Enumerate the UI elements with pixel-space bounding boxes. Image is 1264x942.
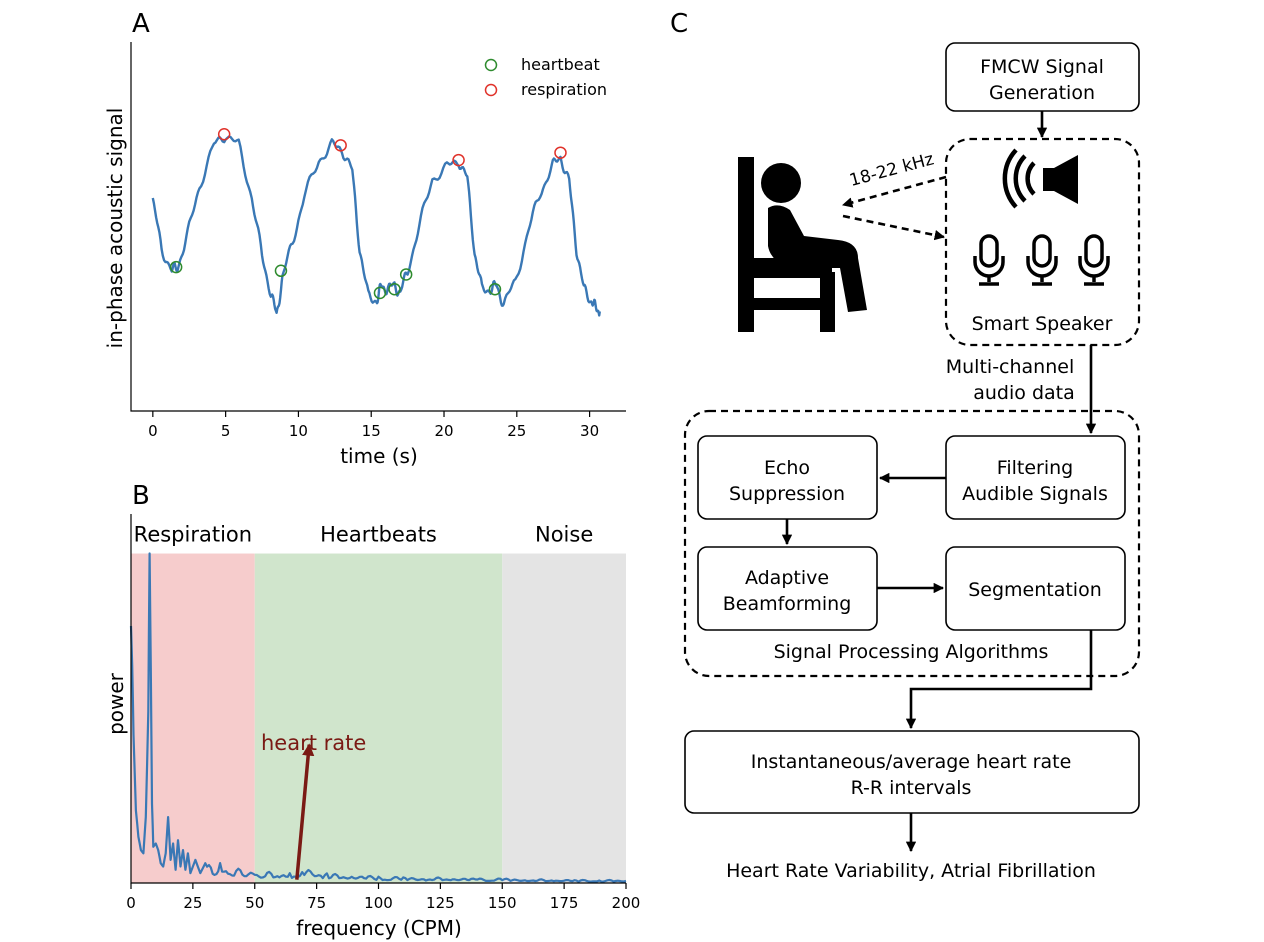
chart-b-bands: Respiration Heartbeats Noise: [131, 523, 626, 883]
chart-b-x-tick-label: 50: [245, 894, 264, 912]
chart-b-x-tick-label: 75: [307, 894, 326, 912]
chart-a-x-axis-label: time (s): [340, 444, 418, 468]
echo-arrow: [842, 214, 946, 241]
band-heartbeats: [254, 553, 503, 883]
output-label-line2: R-R intervals: [851, 777, 972, 799]
chart-b-x-tick-label: 175: [550, 894, 579, 912]
chart-a-y-axis-label: in-phase acoustic signal: [103, 108, 127, 349]
chart-b-x-tick-label: 100: [364, 894, 393, 912]
chart-b-x-tick-label: 200: [612, 894, 641, 912]
signal-processing-label: Signal Processing Algorithms: [774, 641, 1049, 663]
panel-label-c: C: [670, 9, 688, 39]
band-label-noise: Noise: [535, 523, 593, 547]
panel-label-a: A: [132, 9, 150, 39]
legend-heartbeat-label: heartbeat: [521, 55, 600, 74]
fmcw-label-line1: FMCW Signal: [980, 56, 1104, 78]
segmentation-to-output-arrow: [905, 630, 1093, 730]
fmcw-label-line2: Generation: [989, 82, 1095, 104]
panel-a: A 0 5 10 15 20 25 30 time (s) in-phase acousti…: [103, 9, 626, 468]
beamforming-label-line1: Adaptive: [745, 567, 829, 589]
chart-b-x-tick-label: 150: [488, 894, 517, 912]
segmentation-box: [945, 546, 1126, 631]
chart-b-x-ticks: 0 25 50 75 100 125 150 175 200: [126, 883, 640, 912]
chart-b-x-tick-label: 0: [126, 894, 136, 912]
heart-rate-annotation: heart rate: [261, 731, 366, 755]
chart-a-x-tick-label: 15: [362, 422, 381, 440]
chart-b-x-tick-label: 125: [426, 894, 455, 912]
legend-heartbeat-marker: [484, 58, 498, 72]
echo-label-line2: Suppression: [729, 483, 845, 505]
band-noise: [502, 553, 626, 883]
heartbeat-marker: [388, 282, 401, 296]
emit-arrow: [841, 175, 947, 208]
chart-a-series-line: [151, 135, 601, 317]
panel-b: B Respiration Heartbeats Noise 0 25 50 75 100 1…: [104, 481, 640, 940]
chart-a-x-tick-label: 20: [434, 422, 453, 440]
respiration-marker: [217, 128, 231, 141]
panel-label-b: B: [132, 481, 150, 511]
respiration-marker: [554, 146, 567, 159]
chart-a-x-tick-label: 5: [221, 422, 231, 440]
speaker-icon: [1002, 148, 1078, 209]
heartbeat-marker: [373, 286, 387, 300]
chart-a-x-tick-label: 0: [148, 422, 158, 440]
heartbeat-marker: [488, 282, 502, 296]
chart-b-series-line: [129, 552, 627, 883]
heartbeat-marker: [274, 264, 288, 278]
band-label-respiration: Respiration: [134, 523, 252, 547]
multichannel-label-line2: audio data: [973, 382, 1075, 404]
multichannel-label-line1: Multi-channel: [946, 356, 1074, 378]
respiration-marker: [452, 153, 465, 167]
microphone-icon: [1026, 234, 1058, 286]
chart-a-legend: heartbeat respiration: [484, 55, 607, 99]
heart-rate-arrow: [295, 743, 315, 880]
smart-speaker-label: Smart Speaker: [972, 313, 1113, 335]
chart-a-x-tick-label: 30: [580, 422, 599, 440]
respiration-marker: [334, 139, 347, 152]
echo-label-line1: Echo: [764, 457, 810, 479]
segmentation-label: Segmentation: [968, 579, 1102, 601]
microphone-icon: [1078, 234, 1110, 286]
legend-respiration-label: respiration: [521, 80, 607, 99]
person-sitting-icon: [738, 157, 867, 332]
output-label-line1: Instantaneous/average heart rate: [751, 751, 1072, 773]
filtering-label-line1: Filtering: [997, 457, 1073, 479]
heartbeat-marker: [169, 260, 183, 274]
chart-b-plot: [129, 552, 627, 883]
chart-a-axes: [130, 42, 626, 412]
panel-c: C FMCW Signal Generation: [670, 9, 1141, 882]
chart-a-x-ticks: 0 5 10 15 20 25 30: [148, 411, 599, 440]
chart-b-x-axis-label: frequency (CPM): [296, 916, 462, 940]
frequency-range-label: 18-22 kHz: [847, 149, 936, 191]
heartbeat-marker: [399, 268, 413, 281]
legend-respiration-marker: [484, 83, 498, 97]
signal-processing-box: [683, 409, 1141, 678]
chart-b-y-axis-label: power: [104, 672, 128, 735]
beamforming-label-line2: Beamforming: [723, 593, 852, 615]
filtering-label-line2: Audible Signals: [962, 483, 1108, 505]
chart-a-plot: [151, 128, 601, 317]
final-outcome-label: Heart Rate Variability, Atrial Fibrillat…: [726, 860, 1096, 882]
chart-b-x-tick-label: 25: [183, 894, 202, 912]
microphone-icon: [973, 234, 1005, 286]
band-label-heartbeats: Heartbeats: [320, 523, 437, 547]
smart-speaker-box: [944, 137, 1141, 347]
chart-a-x-tick-label: 25: [507, 422, 526, 440]
chart-a-x-tick-label: 10: [289, 422, 308, 440]
